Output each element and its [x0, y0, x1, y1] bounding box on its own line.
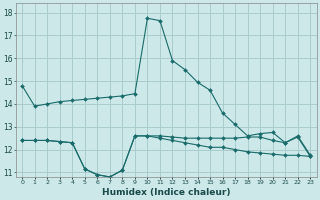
X-axis label: Humidex (Indice chaleur): Humidex (Indice chaleur): [102, 188, 230, 197]
